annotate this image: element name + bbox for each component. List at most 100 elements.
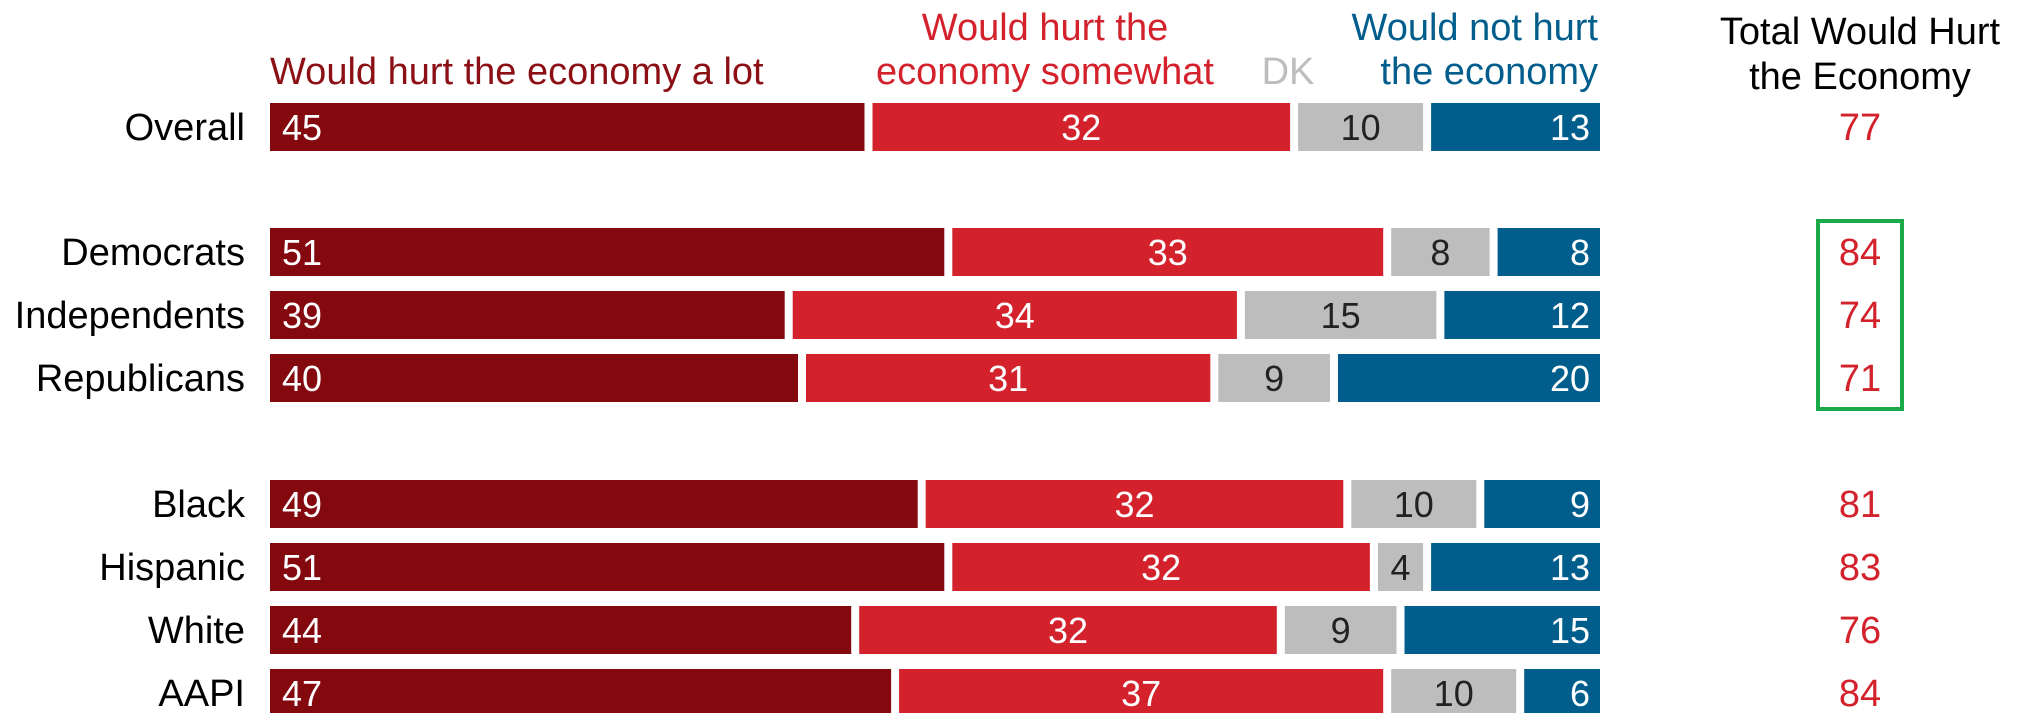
bar-value-label: 32 [1114,484,1154,525]
bar-would-not-hurt-the-economy [1444,291,1600,339]
bar-value-label: 20 [1550,358,1590,399]
legend-line: DK [1262,51,1315,93]
bar-value-label: 33 [1148,232,1188,273]
bar-value-label: 51 [282,232,322,273]
bar-would-not-hurt-the-economy [1524,669,1600,713]
bar-value-label: 15 [1550,610,1590,651]
row-white: White 44 32 9 15 [148,606,1600,654]
bar-would-not-hurt-the-economy [1484,480,1600,528]
bar-would-hurt-the-economy-somewhat [806,354,1211,402]
row-republicans: Republicans 40 31 9 20 [36,354,1600,402]
bar-would-hurt-the-economy-somewhat [859,606,1277,654]
bar-would-hurt-the-economy-a-lot [270,543,945,591]
bar-value-label: 39 [282,295,322,336]
legend-line: Would not hurt [1352,7,1599,49]
bar-would-not-hurt-the-economy [1431,543,1600,591]
bar-dk [1391,228,1490,276]
bar-dk [1284,606,1397,654]
row-overall: Overall 45 32 10 13 [125,103,1600,151]
bar-value-label: 32 [1141,547,1181,588]
row-democrats: Democrats 51 33 8 8 [61,228,1600,276]
legend-would-hurt-the-economy-somewhat: Would hurt the economy somewhat [876,7,1214,93]
bar-would-hurt-the-economy-a-lot [270,291,785,339]
total-value-hispanic: 83 [1839,547,1881,589]
bar-would-hurt-the-economy-a-lot [270,480,918,528]
bar-value-label: 47 [282,673,322,713]
bar-value-label: 51 [282,547,322,588]
bar-value-label: 6 [1570,673,1590,713]
bar-would-hurt-the-economy-a-lot [270,669,892,713]
legend-line: economy somewhat [876,51,1214,93]
bar-would-not-hurt-the-economy [1497,228,1600,276]
bar-value-label: 45 [282,107,322,148]
legend-would-not-hurt-the-economy: Would not hurt the economy [1352,7,1599,93]
bar-would-hurt-the-economy-somewhat [872,103,1291,151]
bar-value-label: 13 [1550,547,1590,588]
total-value-aapi: 84 [1839,673,1881,713]
legend-dk: DK [1262,51,1315,93]
total-value-independents: 74 [1839,295,1881,337]
legend-line: Would hurt the economy a lot [270,51,764,93]
bar-value-label: 40 [282,358,322,399]
bar-dk [1391,669,1517,713]
total-value-black: 81 [1839,484,1881,526]
row-label: White [148,610,245,652]
bar-value-label: 15 [1321,295,1361,336]
total-value-republicans: 71 [1839,358,1881,400]
bar-value-label: 8 [1570,232,1590,273]
bar-value-label: 49 [282,484,322,525]
bar-would-not-hurt-the-economy [1338,354,1600,402]
bar-value-label: 9 [1331,610,1351,651]
totals-header-line: the Economy [1749,56,1971,98]
bar-value-label: 9 [1570,484,1590,525]
bar-value-label: 10 [1434,673,1474,713]
bar-would-hurt-the-economy-somewhat [952,228,1384,276]
total-value-overall: 77 [1839,107,1881,149]
bar-dk [1351,480,1477,528]
bar-would-not-hurt-the-economy [1404,606,1600,654]
row-label: AAPI [158,673,245,713]
totals-header: Total Would Hurt the Economy [1720,11,2001,98]
row-label: Democrats [61,232,245,274]
bar-would-hurt-the-economy-a-lot [270,606,852,654]
totals-highlight-box [1816,219,1904,411]
bar-value-label: 44 [282,610,322,651]
bar-value-label: 12 [1550,295,1590,336]
bar-value-label: 13 [1550,107,1590,148]
legend-line: Would hurt the [922,7,1168,49]
row-aapi: AAPI 47 37 10 6 [158,669,1600,713]
chart-rows: Overall 45 32 10 13 Democrats 51 33 8 8 Independen… [15,103,1600,713]
bar-value-label: 34 [995,295,1035,336]
row-label: Independents [15,295,245,337]
totals-header-text: Total Would Hurt the Economy [1720,11,2001,98]
bar-value-label: 10 [1341,107,1381,148]
bar-dk [1377,543,1424,591]
bar-would-hurt-the-economy-a-lot [270,103,865,151]
row-label: Republicans [36,358,245,400]
bar-dk [1298,103,1424,151]
bar-value-label: 10 [1394,484,1434,525]
bar-value-label: 4 [1390,547,1410,588]
row-label: Overall [125,107,245,149]
total-value-democrats: 84 [1839,232,1881,274]
bar-value-label: 37 [1121,673,1161,713]
bar-dk [1218,354,1330,402]
legend-would-hurt-the-economy-a-lot: Would hurt the economy a lot [270,51,764,93]
total-value-white: 76 [1839,610,1881,652]
bar-would-hurt-the-economy-somewhat [899,669,1384,713]
row-label: Black [152,484,246,526]
bar-value-label: 9 [1264,358,1284,399]
bar-value-label: 31 [988,358,1028,399]
bar-dk [1244,291,1437,339]
bar-value-label: 32 [1061,107,1101,148]
bar-would-hurt-the-economy-a-lot [270,228,945,276]
row-independents: Independents 39 34 15 12 [15,291,1600,339]
row-hispanic: Hispanic 51 32 4 13 [99,543,1600,591]
bar-would-hurt-the-economy-a-lot [270,354,798,402]
totals-header-line: Total Would Hurt [1720,11,2001,53]
bar-would-hurt-the-economy-somewhat [952,543,1370,591]
row-black: Black 49 32 10 9 [152,480,1600,528]
bar-would-not-hurt-the-economy [1431,103,1600,151]
legend: Would hurt the economy a lot Would hurt t… [270,7,1598,93]
